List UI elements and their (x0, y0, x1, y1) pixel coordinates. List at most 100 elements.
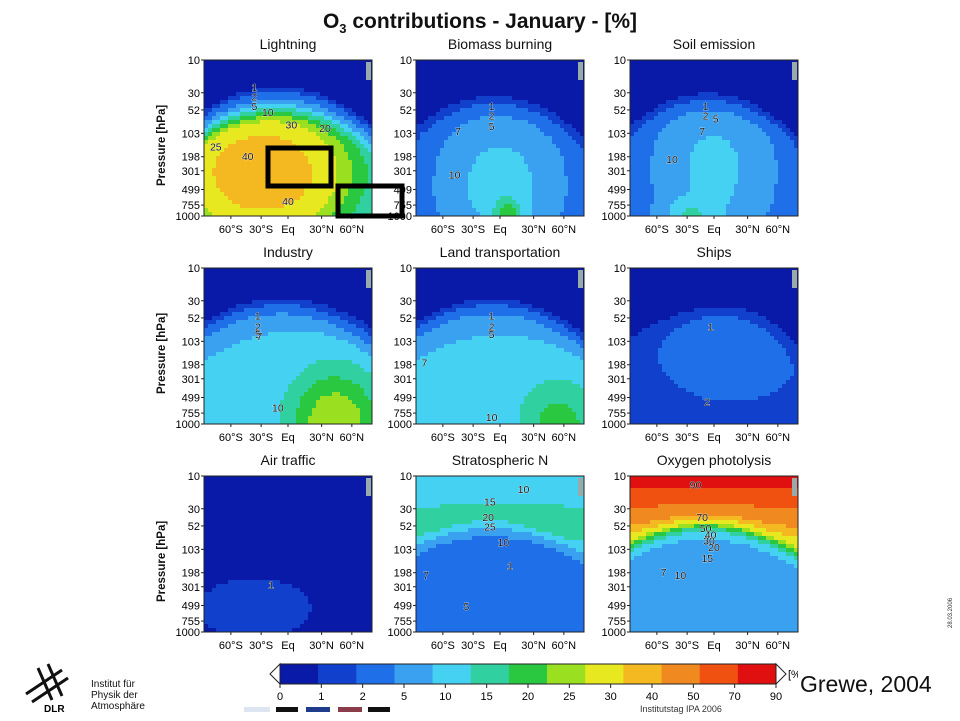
heat-cell (444, 80, 448, 84)
heat-cell (754, 148, 758, 152)
heat-cell (512, 160, 516, 164)
heat-cell (244, 172, 248, 176)
heat-cell (754, 96, 758, 100)
heat-cell (208, 64, 212, 68)
heat-cell (706, 152, 710, 156)
heat-cell (276, 100, 280, 104)
heat-cell (690, 124, 694, 128)
heat-cell (492, 176, 496, 180)
heat-cell (464, 144, 468, 148)
heat-cell (734, 168, 738, 172)
heat-cell (304, 88, 308, 92)
heat-cell (228, 64, 232, 68)
heat-cell (786, 140, 790, 144)
heat-cell (256, 160, 260, 164)
heat-cell (440, 180, 444, 184)
heat-cell (360, 132, 364, 136)
heat-cell (540, 168, 544, 172)
heat-cell (416, 124, 420, 128)
heat-cell (468, 124, 472, 128)
heat-cell (568, 100, 572, 104)
heat-cell (678, 116, 682, 120)
heat-cell (308, 124, 312, 128)
heat-cell (654, 116, 658, 120)
heat-cell (766, 132, 770, 136)
heat-cell (682, 96, 686, 100)
heat-cell (452, 60, 456, 64)
heat-cell (524, 72, 528, 76)
heat-cell (638, 80, 642, 84)
heat-cell (428, 140, 432, 144)
heat-cell (496, 144, 500, 148)
heat-cell (782, 160, 786, 164)
heat-cell (204, 156, 208, 160)
heat-cell (276, 96, 280, 100)
heat-cell (758, 100, 762, 104)
heat-cell (324, 140, 328, 144)
heat-cell (336, 108, 340, 112)
heat-cell (722, 176, 726, 180)
heat-cell (730, 112, 734, 116)
heat-cell (552, 76, 556, 80)
heat-cell (316, 84, 320, 88)
heat-cell (730, 184, 734, 188)
heat-cell (332, 60, 336, 64)
heat-cell (348, 204, 352, 208)
heat-cell (348, 148, 352, 152)
heat-cell (340, 100, 344, 104)
heat-cell (516, 88, 520, 92)
heat-cell (564, 128, 568, 132)
heat-cell (714, 104, 718, 108)
heat-cell (248, 180, 252, 184)
heat-cell (236, 64, 240, 68)
heat-cell (216, 132, 220, 136)
heat-cell (682, 116, 686, 120)
heat-cell (726, 112, 730, 116)
heat-cell (504, 112, 508, 116)
heat-cell (572, 88, 576, 92)
heat-cell (560, 96, 564, 100)
heat-cell (280, 136, 284, 140)
heat-cell (650, 60, 654, 64)
heat-cell (304, 172, 308, 176)
heat-cell (742, 124, 746, 128)
heat-cell (484, 172, 488, 176)
heat-cell (276, 60, 280, 64)
heat-cell (540, 160, 544, 164)
heat-cell (464, 116, 468, 120)
heat-cell (308, 76, 312, 80)
heat-cell (516, 188, 520, 192)
heat-cell (758, 156, 762, 160)
heat-cell (280, 172, 284, 176)
heat-cell (364, 156, 368, 160)
heat-cell (564, 72, 568, 76)
heat-cell (690, 80, 694, 84)
heat-cell (552, 84, 556, 88)
heat-cell (468, 92, 472, 96)
heat-cell (662, 140, 666, 144)
heat-cell (698, 64, 702, 68)
heat-cell (312, 60, 316, 64)
heat-cell (336, 156, 340, 160)
heat-cell (276, 116, 280, 120)
heat-cell (356, 116, 360, 120)
heat-cell (236, 196, 240, 200)
heat-cell (658, 132, 662, 136)
heat-cell (480, 152, 484, 156)
heat-cell (746, 100, 750, 104)
heat-cell (682, 108, 686, 112)
heat-cell (714, 156, 718, 160)
heat-cell (742, 180, 746, 184)
heat-cell (666, 188, 670, 192)
heat-cell (304, 160, 308, 164)
heat-cell (244, 120, 248, 124)
heat-cell (236, 188, 240, 192)
heat-cell (280, 188, 284, 192)
heat-cell (686, 176, 690, 180)
heat-cell (208, 208, 212, 212)
heat-cell (304, 200, 308, 204)
heat-cell (252, 136, 256, 140)
heat-cell (576, 208, 580, 212)
heat-cell (360, 92, 364, 96)
heat-cell (328, 92, 332, 96)
